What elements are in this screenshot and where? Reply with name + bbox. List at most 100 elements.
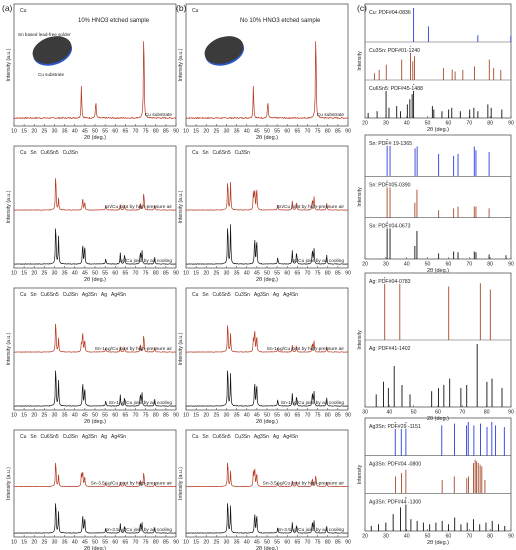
chart-b2-xtick-label: 40 bbox=[244, 271, 250, 277]
chart-c4-xlabel: 2θ (deg.) bbox=[427, 540, 449, 546]
chart-c4-series-label: Ag3Sn: PDF#04 -0800 bbox=[369, 462, 421, 468]
legend-entry: Ag3Sn bbox=[82, 292, 97, 298]
chart-a1-xtick-label: 60 bbox=[112, 129, 118, 135]
chart-b4-xtick-label: 70 bbox=[305, 540, 311, 546]
chart-a1-xtick-label: 40 bbox=[72, 129, 78, 135]
chart-a4-xtick-label: 50 bbox=[92, 540, 98, 546]
chart-c4-xtick-label: 20 bbox=[362, 534, 368, 540]
chart-b2-xtick-label: 85 bbox=[335, 271, 341, 277]
legend-entry: Cu bbox=[20, 292, 27, 298]
chart-a1-xtick-label: 70 bbox=[133, 129, 139, 135]
chart-a4-xtick-label: 70 bbox=[133, 540, 139, 546]
panel-label-c: (c) bbox=[357, 3, 367, 13]
chart-a3-series-0 bbox=[13, 323, 177, 353]
chart-a4-xtick-label: 75 bbox=[143, 540, 149, 546]
chart-a4-series-0 bbox=[13, 462, 177, 488]
chart-a2-xtick-label: 65 bbox=[122, 271, 128, 277]
chart-a4-series-label: Sn-3.5Ag/Cu joint by high-pressure air bbox=[91, 481, 173, 487]
chart-a3-xtick-label: 55 bbox=[102, 413, 108, 419]
chart-a3-xtick-label: 20 bbox=[31, 413, 37, 419]
chart-a2-xtick-label: 25 bbox=[41, 271, 47, 277]
chart-a2-series-label: Sn/Cu joint by air cooling bbox=[119, 258, 172, 264]
disk-body bbox=[32, 36, 72, 64]
chart-a1-legend: Cu bbox=[20, 8, 27, 14]
chart-b2-xtick-label: 30 bbox=[224, 271, 230, 277]
chart-a2-xtick-label: 40 bbox=[72, 271, 78, 277]
chart-b1-series-label: Cu substrate bbox=[317, 112, 345, 118]
legend-entry: Ag4Sn bbox=[111, 434, 126, 440]
chart-b2-series-label: Sn/Cu joint by air cooling bbox=[291, 258, 344, 264]
chart-b1-xtick-label: 65 bbox=[294, 129, 300, 135]
chart-a2-xtick-label: 20 bbox=[31, 271, 37, 277]
chart-b3-xtick-label: 25 bbox=[213, 413, 219, 419]
chart-a3-xtick-label: 15 bbox=[21, 413, 27, 419]
chart-b2-xtick-label: 20 bbox=[203, 271, 209, 277]
chart-a2-xtick-label: 75 bbox=[143, 271, 149, 277]
chart-c1-xlabel: 2θ (deg.) bbox=[427, 127, 449, 133]
chart-b3-xtick-label: 60 bbox=[284, 413, 290, 419]
chart-b1-xtick-label: 50 bbox=[264, 129, 270, 135]
chart-c2-series-label: Sn: PDF# 19-1365 bbox=[369, 141, 412, 147]
chart-c2-series-label: Sn: PDF#04-0673 bbox=[369, 224, 411, 230]
legend-entry: Cu6Sn5 bbox=[213, 150, 231, 156]
chart-b3-xtick-label: 10 bbox=[183, 413, 189, 419]
chart-b1-series-0 bbox=[185, 41, 349, 120]
chart-b1-xtick-label: 60 bbox=[284, 129, 290, 135]
legend-entry: Ag4Sn bbox=[283, 434, 298, 440]
chart-c4: 20 30 40 50 60 70 80 90 2θ (deg.) Intensity Ag3Sn:… bbox=[357, 417, 514, 546]
chart-c1-xtick-label: 90 bbox=[508, 121, 514, 127]
chart-a4-series-1 bbox=[13, 503, 177, 534]
legend-entry: Sn bbox=[30, 292, 36, 298]
chart-b3-xtick-label: 30 bbox=[224, 413, 230, 419]
chart-b1-xtick-label: 15 bbox=[193, 129, 199, 135]
chart-b3-xtick-label: 40 bbox=[244, 413, 250, 419]
chart-b4-xtick-label: 80 bbox=[325, 540, 331, 546]
chart-a3-series-1 bbox=[13, 370, 177, 407]
chart-b4-xtick-label: 20 bbox=[203, 540, 209, 546]
chart-b3-xtick-label: 70 bbox=[305, 413, 311, 419]
chart-a2-legend: Cu Sn Cu6Sn5 Cu3Sn bbox=[20, 150, 78, 156]
chart-a2-ylabel: Intensity (a.u.) bbox=[6, 190, 12, 223]
chart-a3-xtick-label: 75 bbox=[143, 413, 149, 419]
chart-b4-xtick-label: 75 bbox=[315, 540, 321, 546]
chart-b3-xtick-label: 90 bbox=[345, 413, 351, 419]
chart-b4-xtick-label: 50 bbox=[264, 540, 270, 546]
chart-b2-xtick-label: 90 bbox=[345, 271, 351, 277]
chart-b2-series-1 bbox=[185, 224, 349, 265]
chart-a1-xtick-label: 75 bbox=[143, 129, 149, 135]
chart-c4-xtick-label: 80 bbox=[487, 534, 493, 540]
legend-entry: Cu3Sn bbox=[63, 292, 79, 298]
chart-b2: 10 15 20 25 30 35 40 45 50 55 60 65 70 75 80 85 90 2θ (de… bbox=[178, 145, 351, 283]
chart-a4-xtick-label: 65 bbox=[122, 540, 128, 546]
chart-b1-xtick-label: 70 bbox=[305, 129, 311, 135]
chart-b3-xtick-label: 15 bbox=[193, 413, 199, 419]
chart-a1-xtick-label: 90 bbox=[173, 129, 179, 135]
chart-b2-xtick-label: 80 bbox=[325, 271, 331, 277]
chart-c3-xtick-label: 40 bbox=[386, 410, 392, 416]
legend-entry: Ag bbox=[273, 434, 279, 440]
chart-b2-xtick-label: 35 bbox=[234, 271, 240, 277]
chart-c4-frame bbox=[364, 417, 512, 532]
chart-c4-xtick-label: 50 bbox=[425, 534, 431, 540]
chart-b3-xtick-label: 35 bbox=[234, 413, 240, 419]
chart-c2: 20 30 40 50 60 70 80 90 2θ (deg.) Intensity Sn: PD… bbox=[357, 134, 514, 274]
chart-b1-xtick-label: 45 bbox=[254, 129, 260, 135]
disk-body bbox=[204, 36, 244, 64]
chart-c2-xtick-label: 20 bbox=[362, 262, 368, 268]
chart-c3-xtick-label: 30 bbox=[362, 410, 368, 416]
chart-a2-xtick-label: 15 bbox=[21, 271, 27, 277]
chart-c1-xtick-label: 80 bbox=[487, 121, 493, 127]
legend-entry: Ag4Sn bbox=[111, 292, 126, 298]
chart-b1-legend: Cu bbox=[192, 8, 199, 14]
legend-entry: Sn bbox=[30, 150, 36, 156]
chart-c3-xtick-label: 70 bbox=[459, 410, 465, 416]
chart-c3-xtick-label: 60 bbox=[435, 410, 441, 416]
chart-b3-xtick-label: 55 bbox=[274, 413, 280, 419]
chart-a2-xtick-label: 80 bbox=[153, 271, 159, 277]
chart-b4-series-label: Sn-3.5Ag/Cu joint by air cooling bbox=[277, 527, 345, 533]
legend-entry: Cu6Sn5 bbox=[41, 150, 59, 156]
legend-entry: Ag3Sn bbox=[82, 434, 97, 440]
chart-b1-xtick-label: 55 bbox=[274, 129, 280, 135]
chart-b4-series-1 bbox=[185, 503, 349, 534]
chart-a4-xtick-label: 85 bbox=[163, 540, 169, 546]
